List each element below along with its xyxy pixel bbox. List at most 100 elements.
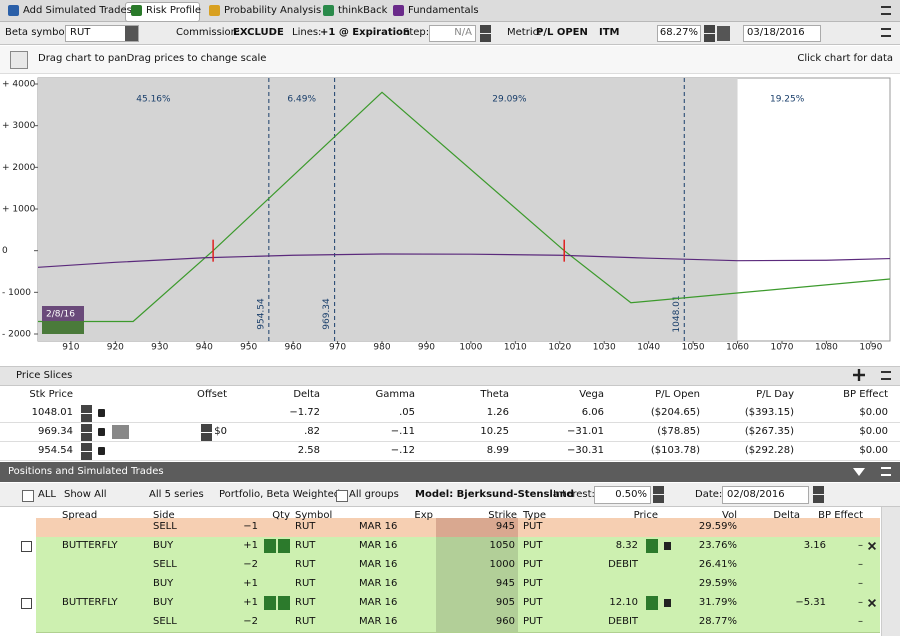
cell: RUT [295,521,316,532]
qty-button[interactable] [278,596,290,610]
qty-button[interactable] [278,539,290,553]
checkbox[interactable] [21,598,32,609]
beta-symbol: RUT [70,27,91,38]
menu-icon[interactable] [881,371,891,380]
dollar-icon[interactable] [112,425,129,439]
tab-icon[interactable] [8,5,19,16]
tab[interactable]: Probability Analysis [224,5,322,16]
checkbox[interactable] [22,490,34,502]
y-tick-label: + 3000 [2,121,36,131]
cell: −2 [243,616,258,627]
cell: PUT [523,521,543,532]
spinner-up[interactable] [81,443,92,451]
cell: $0.00 [859,426,888,437]
spinner-down[interactable] [201,433,212,441]
spinner-up[interactable] [81,424,92,432]
filter[interactable]: Show All [64,489,107,500]
active-tab[interactable] [125,2,200,22]
label: Beta symbol: [5,27,71,38]
x-tick-label: 980 [373,343,390,353]
tab-icon[interactable] [131,5,142,16]
cell: ($78.85) [657,426,700,437]
cell: $0 [214,426,227,437]
tab-icon[interactable] [393,5,404,16]
price-button[interactable] [646,539,658,553]
checkbox[interactable] [336,490,348,502]
menu-icon[interactable] [881,28,891,37]
spinner-up[interactable] [704,25,715,33]
menu-icon[interactable] [881,467,891,476]
cell: PUT [523,540,543,551]
spinner-up[interactable] [653,486,664,494]
cell: 8.99 [486,445,509,456]
pl-line [37,253,891,268]
filter[interactable]: All groups [349,489,399,500]
cell: PUT [523,578,543,589]
cell: 3.16 [803,540,826,551]
cell: SELL [153,521,177,532]
row-border [0,441,900,442]
tab[interactable]: thinkBack [338,5,388,16]
filter[interactable]: Date: [695,489,723,500]
label: Drag chart to panDrag prices to change s… [38,53,267,64]
itm-input[interactable] [657,25,701,42]
close-icon[interactable] [868,542,876,550]
x-tick-label: 910 [62,343,79,353]
spinner-down[interactable] [480,34,491,42]
spinner-up[interactable] [81,405,92,413]
tab[interactable]: Risk Profile [146,5,201,16]
spinner-up[interactable] [480,25,491,33]
qty-button[interactable] [264,596,276,610]
column-header: Theta [480,389,509,400]
spinner-down[interactable] [81,414,92,422]
tab-icon[interactable] [209,5,220,16]
filter[interactable]: Portfolio, Beta Weighted [219,489,341,500]
cell: 29.59% [698,578,737,589]
tab[interactable]: Add Simulated Trades [23,5,132,16]
hint-bar [0,46,900,74]
spinner-down[interactable] [81,433,92,441]
cell: MAR 16 [359,616,398,627]
qty-button[interactable] [264,539,276,553]
cell: −5.31 [795,597,826,608]
x-tick-label: 1020 [548,343,571,353]
filter[interactable]: Model: Bjerksund-Stensland [415,489,574,500]
menu-icon[interactable] [881,6,891,15]
dropdown-arrow[interactable] [125,26,138,41]
beta-select[interactable] [65,25,139,42]
filter[interactable]: ALL [38,489,56,500]
cell: PUT [523,597,543,608]
spinner-up[interactable] [813,486,824,494]
date-input[interactable] [722,486,809,504]
interest-input[interactable] [594,486,651,504]
close-icon[interactable] [868,599,876,607]
cell: −30.31 [566,445,604,456]
tab-icon[interactable] [323,5,334,16]
x-tick-label: 1050 [682,343,705,353]
date-input[interactable] [743,25,821,42]
checkbox[interactable] [21,541,32,552]
x-tick-label: 990 [418,343,435,353]
cell: −31.01 [566,426,604,437]
spinner-down[interactable] [704,34,715,42]
filter[interactable]: Interest: [553,489,595,500]
strike-cell [436,537,518,556]
cell: BUY [153,578,174,589]
cell: +1 [243,578,258,589]
step-input[interactable] [429,25,476,42]
column-header: BP Effect [818,510,863,521]
date-label: 2/8/16 [46,310,75,320]
spinner-down[interactable] [81,452,92,460]
spinner-up[interactable] [201,424,212,432]
cell: 23.76% [698,540,737,551]
price-button[interactable] [646,596,658,610]
filter[interactable]: All 5 series [149,489,204,500]
spinner-down[interactable] [813,495,824,503]
cell: $0.00 [859,445,888,456]
spinner-down[interactable] [653,495,664,503]
cell: BUTTERFLY [62,540,118,551]
chart-icon[interactable] [10,51,28,69]
tab[interactable]: Fundamentals [408,5,479,16]
lock-icon [664,599,671,607]
dropdown-arrow[interactable] [717,26,730,41]
